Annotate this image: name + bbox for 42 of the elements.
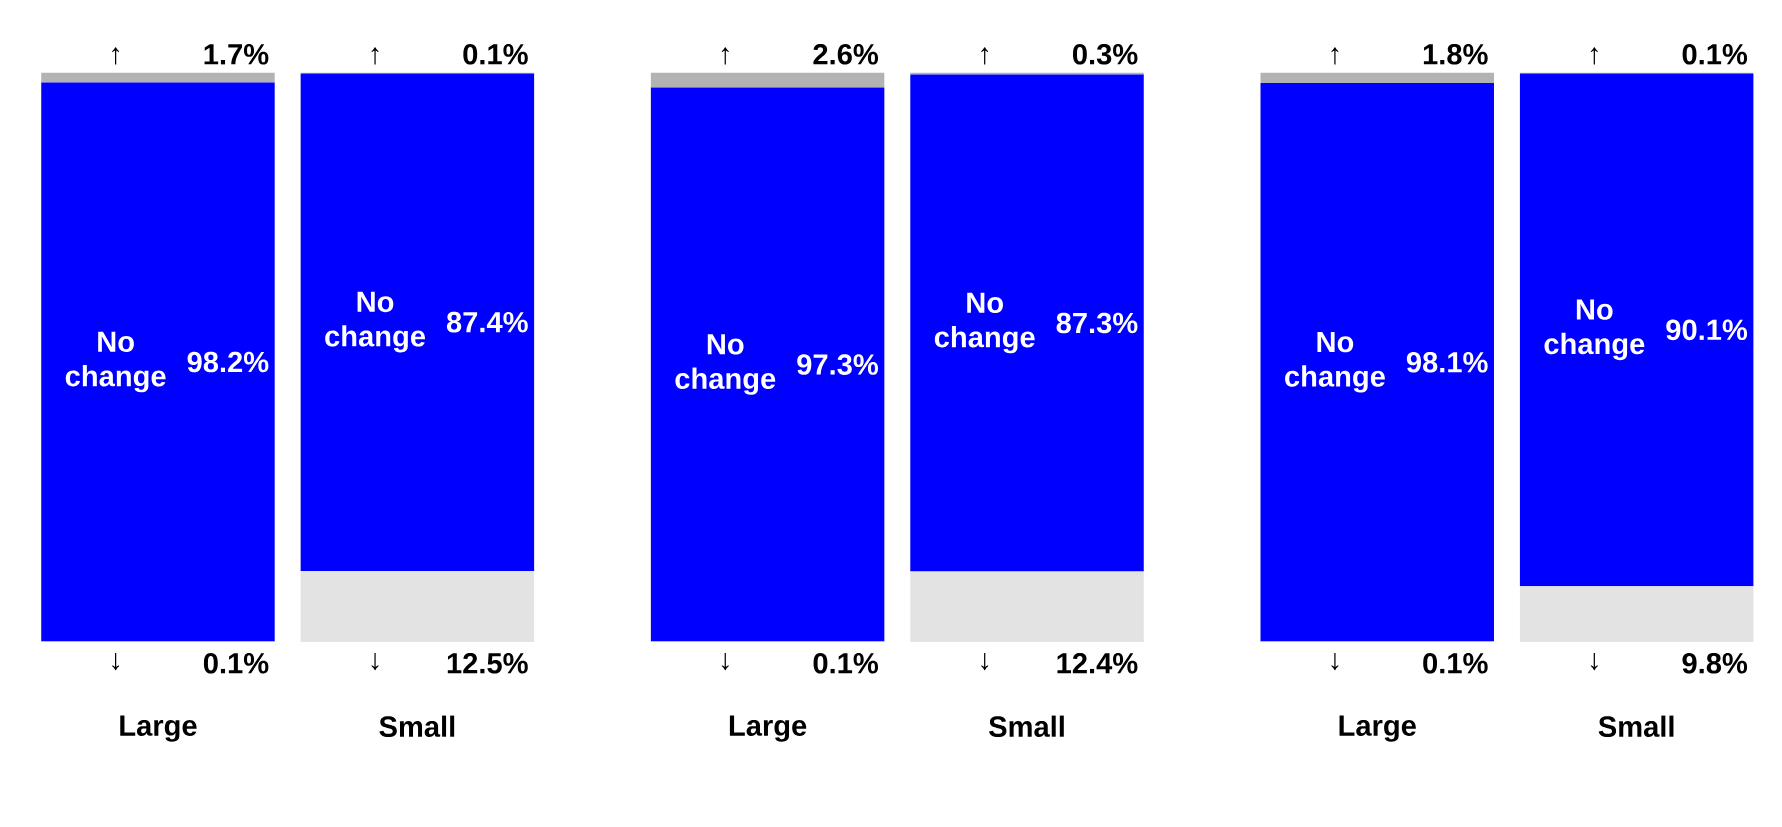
data-label: 0.1% [203, 652, 269, 674]
x-tick-label: Large [1339, 715, 1416, 742]
text: No change [65, 331, 166, 393]
text: ↑ [721, 47, 729, 65]
text: ↓ [371, 652, 379, 671]
data-label: 87.4% [446, 311, 528, 333]
data-label: 0.1% [813, 652, 879, 674]
x-tick-label: Small [379, 715, 455, 737]
data-label: 1.8% [1423, 43, 1488, 65]
x-tick-label: Small [989, 715, 1064, 737]
data-label: 12.4% [1057, 652, 1138, 674]
series-label: ↑ [112, 47, 120, 65]
text: No change [1285, 331, 1385, 393]
data-label: 0.3% [1072, 43, 1138, 65]
x-tick-label: Large [729, 715, 807, 742]
series-label: ↓ [112, 652, 120, 671]
data-label: 87.3% [1056, 312, 1138, 334]
text: ↑ [981, 47, 989, 65]
data-label: 0.1% [1423, 652, 1488, 674]
x-tick-label: Large [120, 715, 197, 742]
x-tick-label: Small [1598, 715, 1674, 737]
data-label: 0.1% [463, 43, 528, 65]
text: No change [934, 292, 1035, 354]
text: ↓ [981, 652, 989, 671]
text: ↓ [1331, 652, 1339, 671]
text: ↓ [1590, 652, 1598, 671]
text: ↑ [371, 47, 379, 65]
data-label: 97.3% [797, 354, 878, 375]
text: No change [325, 291, 426, 353]
text: ↓ [721, 652, 729, 671]
text: ↑ [1590, 47, 1598, 65]
data-label: 9.8% [1682, 652, 1748, 674]
text: No change [1544, 299, 1645, 361]
data-label: 90.1% [1666, 319, 1748, 341]
text: ↑ [1331, 47, 1339, 65]
data-label: 0.1% [1682, 43, 1748, 65]
series-label: No change [675, 334, 776, 395]
data-label: 98.1% [1406, 351, 1488, 373]
data-label: 1.7% [204, 44, 269, 65]
data-label: 2.6% [813, 43, 879, 65]
data-label: 12.5% [447, 652, 528, 674]
data-label: 98.2% [187, 351, 269, 373]
